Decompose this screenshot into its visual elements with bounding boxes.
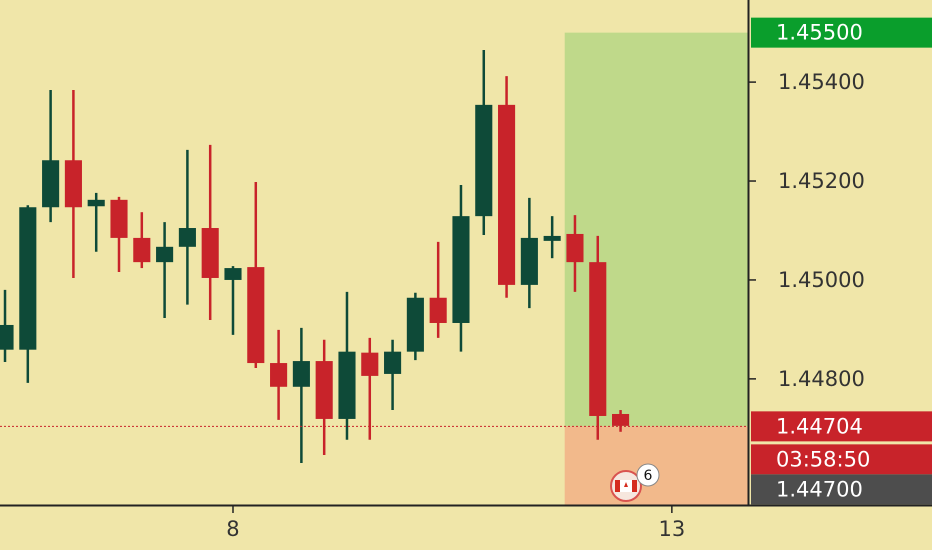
y-tick-label: 1.45200 — [778, 169, 865, 193]
candle-body — [589, 262, 607, 416]
entry-label-box — [751, 411, 932, 442]
axis-labels: 1.44800 1.45000 1.45200 1.45400 8 13 1.45500 1.… — [226, 17, 932, 541]
candle-body — [566, 233, 584, 263]
candle-body — [338, 351, 356, 419]
candle-body — [87, 199, 105, 207]
candle-body — [19, 207, 37, 350]
candle-body — [64, 160, 82, 208]
candle-body — [201, 228, 219, 278]
candle-body — [612, 413, 630, 426]
candle-body — [429, 297, 447, 323]
badge — [636, 463, 660, 487]
candle-body — [543, 235, 561, 241]
countdown-label: 03:58:50 — [776, 447, 870, 471]
countdown-label-box — [751, 444, 932, 475]
candle-body — [361, 352, 379, 376]
candle-body — [384, 351, 402, 374]
flag-band — [632, 480, 637, 492]
target-label-box — [751, 17, 932, 48]
x-tick-label: 8 — [226, 517, 239, 541]
target-label: 1.45500 — [776, 21, 863, 45]
y-tick-label: 1.45000 — [778, 268, 865, 292]
y-tick-label: 1.45400 — [778, 70, 865, 94]
stop-label-box — [751, 474, 932, 505]
candle-body — [498, 104, 516, 285]
candles — [0, 49, 630, 463]
candle-body — [133, 237, 151, 263]
candle-body — [156, 246, 174, 263]
candle-body — [475, 104, 493, 217]
candle-body — [315, 361, 333, 419]
x-tick-label: 13 — [658, 517, 685, 541]
candle-body — [42, 160, 60, 208]
candle-body — [224, 268, 242, 280]
entry-label: 1.44704 — [776, 414, 863, 438]
candle-body — [292, 361, 310, 387]
flag-band — [615, 480, 620, 492]
candle-body — [0, 324, 14, 350]
candle-body — [110, 199, 128, 238]
candle-body — [520, 237, 538, 285]
candle-body — [270, 363, 288, 387]
badge-count: 6 — [644, 468, 653, 484]
flag-leaf — [624, 482, 628, 487]
event-icon[interactable]: 6 — [610, 463, 660, 502]
loss-zone — [564, 426, 748, 505]
candle-body — [406, 297, 424, 352]
candle-body — [178, 228, 196, 247]
candle-body — [452, 216, 470, 323]
stop-label: 1.44700 — [776, 477, 863, 501]
candle-body — [247, 267, 265, 364]
y-tick-label: 1.44800 — [778, 367, 865, 391]
